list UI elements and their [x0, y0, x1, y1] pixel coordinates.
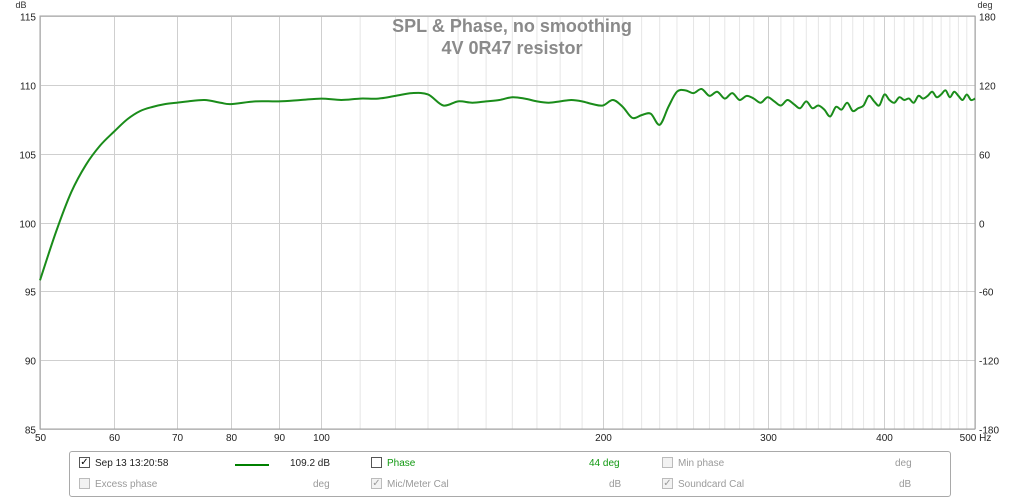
- legend-panel: ✓ Sep 13 13:20:58 109.2 dB Phase 44 deg …: [69, 451, 951, 497]
- legend-row-1: ✓ Sep 13 13:20:58 109.2 dB Phase 44 deg …: [70, 454, 950, 474]
- y-tick-label: 115: [20, 13, 36, 24]
- x-tick-label: 500 Hz: [960, 433, 992, 444]
- chart-subtitle: 4V 0R47 resistor: [441, 38, 582, 58]
- mic-cal-label: Mic/Meter Cal: [387, 479, 449, 490]
- x-tick-label: 90: [274, 433, 286, 444]
- y-axis-unit: dB: [15, 0, 26, 10]
- trace-color-swatch: [235, 464, 269, 466]
- y2-axis-unit: deg: [977, 0, 992, 10]
- plot-area: [40, 16, 975, 429]
- y-tick-label: 100: [19, 220, 36, 231]
- trace-checkbox[interactable]: ✓: [79, 457, 90, 468]
- spl-phase-chart: 50 60 70 80 90 100 200 300 400 500 Hz 85 90 95 100 105…: [15, 0, 1000, 445]
- y2-tick-label: 60: [979, 151, 991, 162]
- excess-phase-unit: deg: [313, 479, 330, 490]
- soundcard-cal-label: Soundcard Cal: [678, 479, 745, 490]
- excess-phase-label: Excess phase: [95, 479, 158, 490]
- y-tick-label: 105: [19, 151, 36, 162]
- y-tick-label: 90: [25, 357, 37, 368]
- min-phase-label: Min phase: [678, 458, 725, 469]
- y2-tick-label: -180: [979, 426, 999, 437]
- soundcard-cal-unit: dB: [899, 479, 912, 490]
- min-phase-checkbox: [662, 457, 673, 468]
- phase-value: 44 deg: [589, 458, 620, 469]
- y2-tick-label: 0: [979, 220, 985, 231]
- min-phase-unit: deg: [895, 458, 912, 469]
- trace-value: 109.2 dB: [290, 458, 331, 469]
- x-tick-label: 60: [109, 433, 121, 444]
- gridlines: [40, 16, 976, 430]
- y2-tick-label: -120: [979, 357, 999, 368]
- x-tick-label: 200: [595, 433, 612, 444]
- x-tick-label: 70: [172, 433, 184, 444]
- x-tick-label: 100: [313, 433, 330, 444]
- y-tick-label: 85: [25, 426, 37, 437]
- x-tick-label: 50: [35, 433, 47, 444]
- y-tick-label: 95: [25, 288, 37, 299]
- x-tick-label: 400: [876, 433, 893, 444]
- x-tick-label: 80: [226, 433, 238, 444]
- y2-tick-label: 120: [979, 82, 996, 93]
- trace-label: Sep 13 13:20:58: [95, 458, 169, 469]
- tick-labels: 50 60 70 80 90 100 200 300 400 500 Hz 85 90 95 100 105…: [19, 13, 999, 445]
- y2-tick-label: 180: [979, 13, 996, 24]
- phase-checkbox[interactable]: [371, 457, 382, 468]
- plot-frame: [39, 15, 976, 430]
- spl-series-line: [39, 87, 976, 281]
- chart-title: SPL & Phase, no smoothing: [392, 16, 632, 36]
- curve-layer: [39, 87, 976, 281]
- phase-label: Phase: [387, 458, 416, 469]
- x-tick-label: 300: [760, 433, 777, 444]
- legend-row-2: Excess phase deg ✓ Mic/Meter Cal dB ✓ So…: [70, 475, 950, 495]
- mic-cal-checkbox: ✓: [371, 478, 382, 489]
- y-tick-label: 110: [20, 82, 36, 93]
- soundcard-cal-checkbox: ✓: [662, 478, 673, 489]
- y2-tick-label: -60: [979, 288, 994, 299]
- mic-cal-unit: dB: [609, 479, 622, 490]
- excess-phase-checkbox: [79, 478, 90, 489]
